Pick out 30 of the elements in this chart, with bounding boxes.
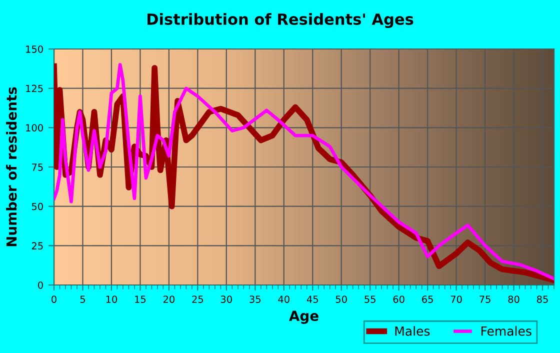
y-tick-label: 100 [26, 124, 43, 132]
x-tick-label: 85 [536, 296, 548, 303]
x-tick-label: 80 [508, 296, 520, 303]
x-tick-label: 15 [135, 296, 146, 303]
x-tick-label: 35 [250, 296, 260, 303]
y-axis-title: Number of residents [6, 87, 17, 246]
x-tick-label: 75 [480, 296, 490, 303]
legend-label: Females [481, 326, 532, 336]
chart-title: Distribution of Residents' Ages [147, 13, 414, 28]
x-tick-label: 20 [163, 296, 174, 303]
x-tick-label: 45 [306, 296, 318, 303]
x-tick-label: 60 [393, 296, 404, 303]
y-tick-label: 125 [26, 84, 43, 92]
x-tick-label: 40 [278, 296, 290, 303]
x-axis-title: Age [289, 310, 318, 324]
x-tick-label: 55 [364, 296, 376, 303]
y-tick-label: 50 [32, 202, 43, 210]
x-tick-label: 30 [220, 296, 232, 303]
y-tick-label: 150 [26, 45, 43, 53]
x-tick-label: 65 [422, 296, 433, 303]
x-tick-label: 50 [336, 296, 347, 303]
x-tick-label: 70 [450, 296, 462, 303]
y-tick-label: 25 [32, 242, 43, 250]
legend-label: Males [395, 326, 430, 336]
x-tick-label: 5 [80, 296, 85, 303]
y-tick-label: 75 [32, 164, 43, 171]
x-tick-label: 0 [52, 296, 56, 303]
y-tick-label: 0 [38, 281, 43, 289]
x-tick-label: 25 [192, 296, 204, 303]
x-tick-label: 10 [106, 296, 118, 303]
